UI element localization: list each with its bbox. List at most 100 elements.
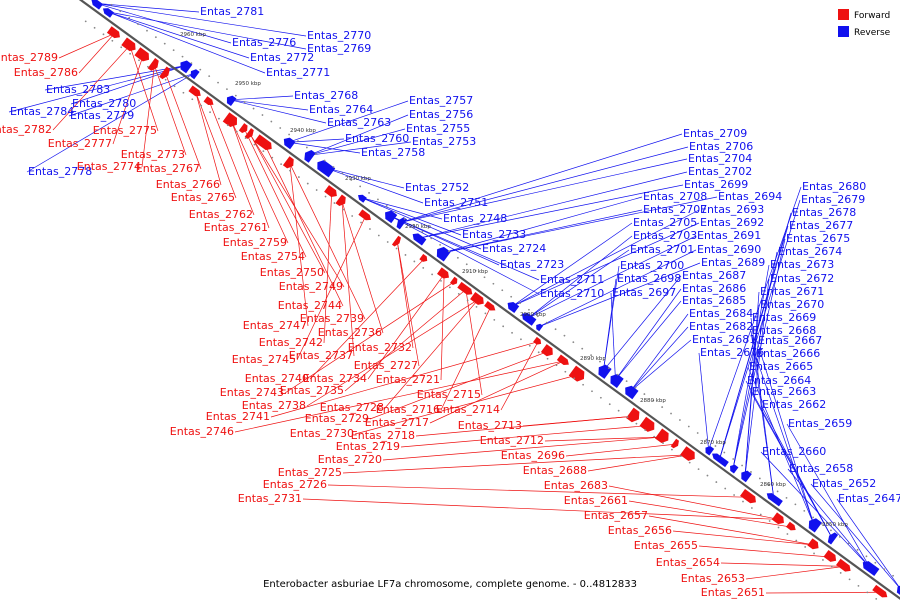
reverse-gene-label[interactable]: Entas_2764: [309, 103, 373, 116]
reverse-gene-label[interactable]: Entas_2758: [361, 146, 425, 159]
reverse-gene-label[interactable]: Entas_2671: [760, 285, 824, 298]
forward-gene-label[interactable]: Entas_2749: [279, 280, 343, 293]
forward-gene-label[interactable]: Entas_2777: [48, 137, 112, 150]
reverse-gene-label[interactable]: Entas_2699: [684, 178, 748, 191]
reverse-gene-label[interactable]: Entas_2705: [633, 216, 697, 229]
forward-gene-label[interactable]: Entas_2712: [480, 434, 544, 447]
forward-gene-label[interactable]: Entas_2736: [318, 326, 382, 339]
reverse-gene-label[interactable]: Entas_2708: [643, 190, 707, 203]
reverse-gene-label[interactable]: Entas_2710: [540, 287, 604, 300]
reverse-gene-label[interactable]: Entas_2677: [789, 219, 853, 232]
forward-gene-label[interactable]: Entas_2786: [14, 66, 78, 79]
forward-gene-label[interactable]: Entas_2750: [260, 266, 324, 279]
forward-gene-label[interactable]: Entas_2717: [365, 416, 429, 429]
reverse-gene-label[interactable]: Entas_2753: [412, 135, 476, 148]
reverse-gene-label[interactable]: Entas_2768: [294, 89, 358, 102]
reverse-gene-label[interactable]: Entas_2676: [700, 346, 764, 359]
reverse-gene-label[interactable]: Entas_2704: [688, 152, 752, 165]
reverse-gene-label[interactable]: Entas_2689: [701, 256, 765, 269]
forward-gene-label[interactable]: Entas_2721: [376, 373, 440, 386]
reverse-gene-label[interactable]: Entas_2664: [747, 374, 811, 387]
reverse-gene-label[interactable]: Entas_2660: [762, 445, 826, 458]
forward-gene-label[interactable]: Entas_2743: [220, 386, 284, 399]
forward-gene-label[interactable]: Entas_2727: [354, 359, 418, 372]
reverse-gene-label[interactable]: Entas_2698: [617, 272, 681, 285]
forward-gene-label[interactable]: Entas_2762: [189, 208, 253, 221]
reverse-gene-label[interactable]: Entas_2684: [689, 307, 753, 320]
reverse-gene-label[interactable]: Entas_2668: [752, 324, 816, 337]
forward-gene-label[interactable]: Entas_2746: [170, 425, 234, 438]
reverse-gene-label[interactable]: Entas_2658: [789, 462, 853, 475]
reverse-gene-label[interactable]: Entas_2647: [838, 492, 900, 505]
forward-gene-label[interactable]: Entas_2726: [263, 478, 327, 491]
forward-gene-label[interactable]: Entas_2732: [348, 341, 412, 354]
reverse-gene-label[interactable]: Entas_2678: [792, 206, 856, 219]
forward-gene-label[interactable]: Entas_2744: [278, 299, 342, 312]
forward-gene-label[interactable]: Entas_2725: [278, 466, 342, 479]
reverse-gene-label[interactable]: Entas_2685: [682, 294, 746, 307]
reverse-gene-label[interactable]: Entas_2723: [500, 258, 564, 271]
reverse-gene-label[interactable]: Entas_2679: [801, 193, 865, 206]
forward-gene-label[interactable]: Entas_2740: [245, 372, 309, 385]
forward-gene-label[interactable]: Entas_2654: [656, 556, 720, 569]
reverse-gene-label[interactable]: Entas_2672: [770, 272, 834, 285]
reverse-gene-label[interactable]: Entas_2673: [770, 258, 834, 271]
forward-gene-label[interactable]: Entas_2731: [238, 492, 302, 505]
reverse-gene-label[interactable]: Entas_2652: [812, 477, 876, 490]
reverse-gene-label[interactable]: Entas_2682: [689, 320, 753, 333]
reverse-gene-label[interactable]: Entas_2776: [232, 36, 296, 49]
reverse-gene-label[interactable]: Entas_2659: [788, 417, 852, 430]
forward-gene-label[interactable]: Entas_2775: [93, 124, 157, 137]
reverse-gene-label[interactable]: Entas_2666: [756, 347, 820, 360]
reverse-gene-label[interactable]: Entas_2760: [345, 132, 409, 145]
reverse-gene-label[interactable]: Entas_2702: [688, 165, 752, 178]
reverse-gene-label[interactable]: Entas_2691: [697, 229, 761, 242]
reverse-gene-label[interactable]: Entas_2675: [786, 232, 850, 245]
reverse-gene-label[interactable]: Entas_2757: [409, 94, 473, 107]
forward-gene-label[interactable]: Entas_2728: [320, 401, 384, 414]
forward-gene-label[interactable]: Entas_2742: [259, 336, 323, 349]
reverse-gene-label[interactable]: Entas_2748: [443, 212, 507, 225]
forward-gene-label[interactable]: Entas_2738: [242, 399, 306, 412]
reverse-gene-label[interactable]: Entas_2681: [692, 333, 756, 346]
reverse-gene-label[interactable]: Entas_2706: [689, 140, 753, 153]
reverse-gene-label[interactable]: Entas_2697: [612, 286, 676, 299]
forward-gene-label[interactable]: Entas_2739: [300, 312, 364, 325]
reverse-gene-label[interactable]: Entas_2724: [482, 242, 546, 255]
forward-gene-label[interactable]: Entas_2789: [0, 51, 58, 64]
forward-gene-label[interactable]: Entas_2735: [280, 384, 344, 397]
forward-gene-label[interactable]: Entas_2718: [351, 429, 415, 442]
reverse-gene-label[interactable]: Entas_2662: [762, 398, 826, 411]
reverse-gene-label[interactable]: Entas_2756: [409, 108, 473, 121]
forward-gene-label[interactable]: Entas_2656: [608, 524, 672, 537]
reverse-gene-label[interactable]: Entas_2769: [307, 42, 371, 55]
reverse-gene-label[interactable]: Entas_2700: [620, 259, 684, 272]
forward-gene-label[interactable]: Entas_2655: [634, 539, 698, 552]
forward-gene-label[interactable]: Entas_2759: [223, 236, 287, 249]
reverse-gene-label[interactable]: Entas_2771: [266, 66, 330, 79]
forward-gene-label[interactable]: Entas_2688: [523, 464, 587, 477]
reverse-gene-label[interactable]: Entas_2772: [250, 51, 314, 64]
forward-gene-label[interactable]: Entas_2651: [701, 586, 765, 599]
forward-gene-label[interactable]: Entas_2719: [336, 440, 400, 453]
reverse-gene-label[interactable]: Entas_2701: [630, 243, 694, 256]
reverse-gene-label[interactable]: Entas_2690: [697, 243, 761, 256]
reverse-gene-label[interactable]: Entas_2687: [682, 269, 746, 282]
reverse-gene-label[interactable]: Entas_2781: [200, 5, 264, 18]
forward-gene-label[interactable]: Entas_2782: [0, 123, 52, 136]
forward-gene-label[interactable]: Entas_2761: [204, 221, 268, 234]
forward-gene-label[interactable]: Entas_2765: [171, 191, 235, 204]
reverse-gene-label[interactable]: Entas_2703: [633, 229, 697, 242]
reverse-gene-label[interactable]: Entas_2667: [758, 334, 822, 347]
reverse-gene-label[interactable]: Entas_2686: [682, 282, 746, 295]
reverse-gene-label[interactable]: Entas_2663: [752, 385, 816, 398]
forward-gene-label[interactable]: Entas_2683: [544, 479, 608, 492]
forward-gene-label[interactable]: Entas_2653: [681, 572, 745, 585]
reverse-gene-label[interactable]: Entas_2709: [683, 127, 747, 140]
forward-gene-label[interactable]: Entas_2715: [417, 388, 481, 401]
forward-gene-label[interactable]: Entas_2747: [243, 319, 307, 332]
forward-gene-label[interactable]: Entas_2741: [206, 410, 270, 423]
forward-gene-label[interactable]: Entas_2661: [564, 494, 628, 507]
reverse-gene-label[interactable]: Entas_2669: [752, 311, 816, 324]
forward-gene-label[interactable]: Entas_2729: [305, 412, 369, 425]
